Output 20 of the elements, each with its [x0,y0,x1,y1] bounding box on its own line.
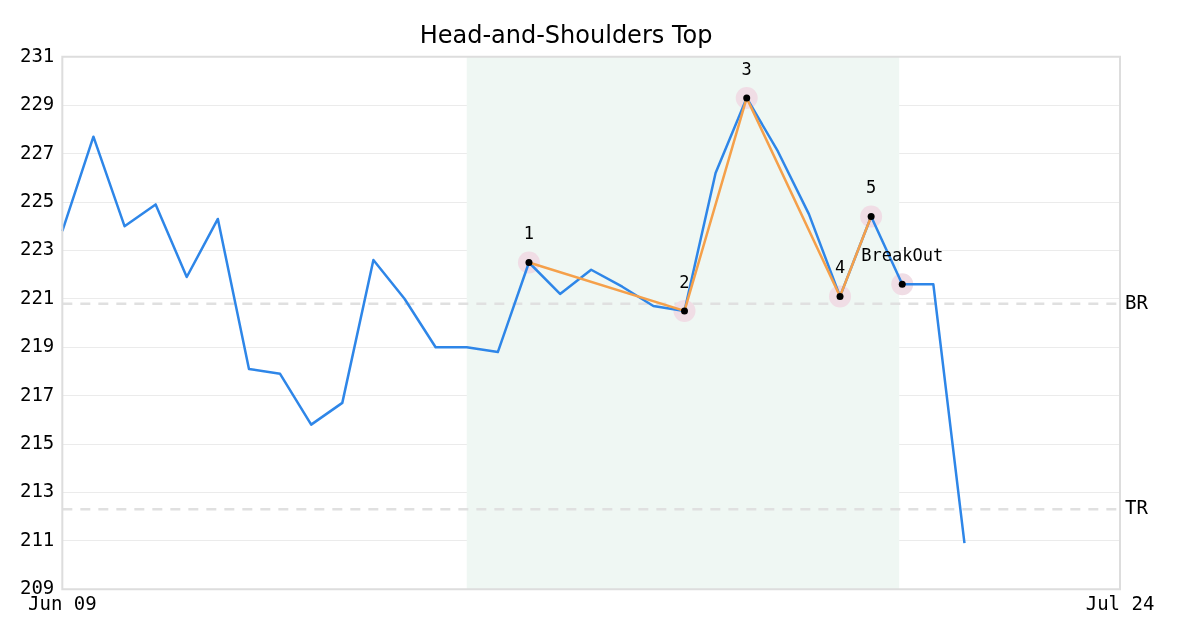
y-tick-label: 221 [19,285,55,308]
y-tick-label: 223 [19,237,55,260]
y-tick-label: 217 [19,382,55,405]
y-tick-label: 211 [19,527,55,550]
y-tick-label: 219 [19,334,55,357]
ref-line-label: BR [1125,290,1149,313]
x-tick-label: Jul 24 [1085,591,1155,614]
y-tick-label: 215 [19,430,55,453]
y-tick-label: 225 [19,188,55,211]
series-label: 4 [834,257,846,278]
y-tick-label: 227 [19,140,55,163]
series-label: 5 [866,177,877,198]
chart-title: Head-and-Shoulders Top [419,20,713,49]
y-tick-label: 213 [19,479,55,502]
series-label: 1 [523,223,535,244]
series-label: 3 [741,58,752,79]
ref-line-label: TR [1125,496,1149,519]
series-label: 2 [679,271,690,292]
y-tick-label: 229 [19,92,55,115]
y-tick-label: 231 [19,43,55,66]
